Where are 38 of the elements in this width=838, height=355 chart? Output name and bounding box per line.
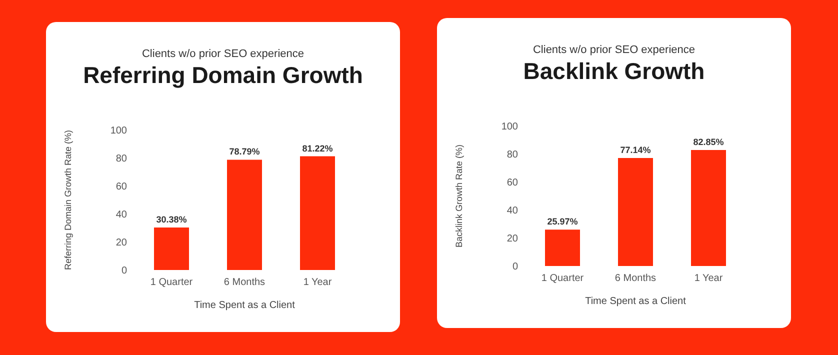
y-axis-title: Backlink Growth Rate (%) [454,144,464,248]
chart-title: Referring Domain Growth [82,62,364,89]
y-tick-label: 20 [506,234,518,245]
y-tick-label: 20 [116,238,128,249]
y-axis-title: Referring Domain Growth Rate (%) [63,130,74,270]
x-tick-label: 1 Quarter [150,277,194,288]
data-label: 25.97% [547,216,578,227]
bar [154,227,189,270]
y-tick-label: 60 [116,182,128,193]
data-label: 78.79% [229,146,260,157]
y-tick-label: 100 [110,126,128,137]
y-tick-label: 60 [506,178,518,189]
bar [691,150,726,266]
x-tick-label: 1 Quarter [541,273,584,284]
data-label: 77.14% [620,145,651,156]
y-tick-label: 100 [501,122,518,133]
data-label: 81.22% [302,143,333,154]
y-tick-label: 40 [116,210,128,221]
x-tick-label: 1 Year [694,273,724,284]
bar [545,230,580,266]
bar [300,156,335,270]
y-tick-label: 0 [121,266,128,277]
data-label: 82.85% [693,137,724,148]
x-tick-label: 6 Months [614,273,656,284]
bar [618,158,653,266]
chart-subtitle: Clients w/o prior SEO experience [532,44,696,56]
y-tick-label: 40 [506,206,518,217]
x-tick-label: 1 Year [303,277,332,288]
x-tick-label: 6 Months [224,277,266,288]
data-label: 30.38% [156,214,187,224]
y-tick-label: 0 [512,262,518,273]
chart-subtitle: Clients w/o prior SEO experience [140,48,305,60]
x-axis-title: Time Spent as a Client [585,296,686,307]
y-tick-label: 80 [506,150,518,161]
bar [227,160,262,270]
y-tick-label: 80 [116,154,128,165]
x-axis-title: Time Spent as a Client [194,300,296,311]
chart-title: Backlink Growth [522,58,706,85]
